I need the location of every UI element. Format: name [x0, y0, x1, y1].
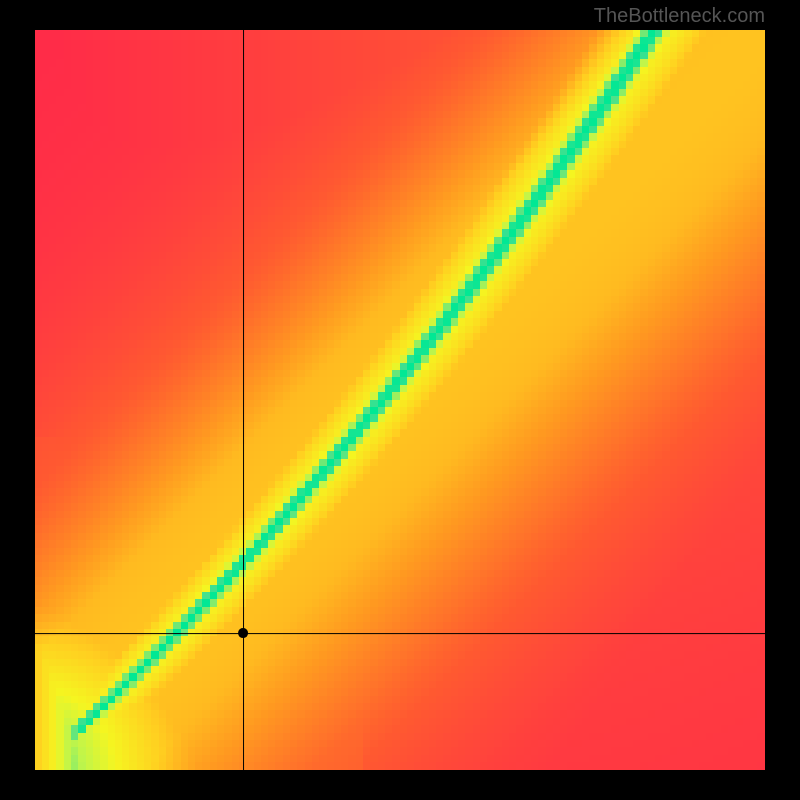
- watermark-text: TheBottleneck.com: [594, 5, 765, 28]
- bottleneck-heatmap: [35, 30, 765, 770]
- chart-container: TheBottleneck.com: [0, 0, 800, 800]
